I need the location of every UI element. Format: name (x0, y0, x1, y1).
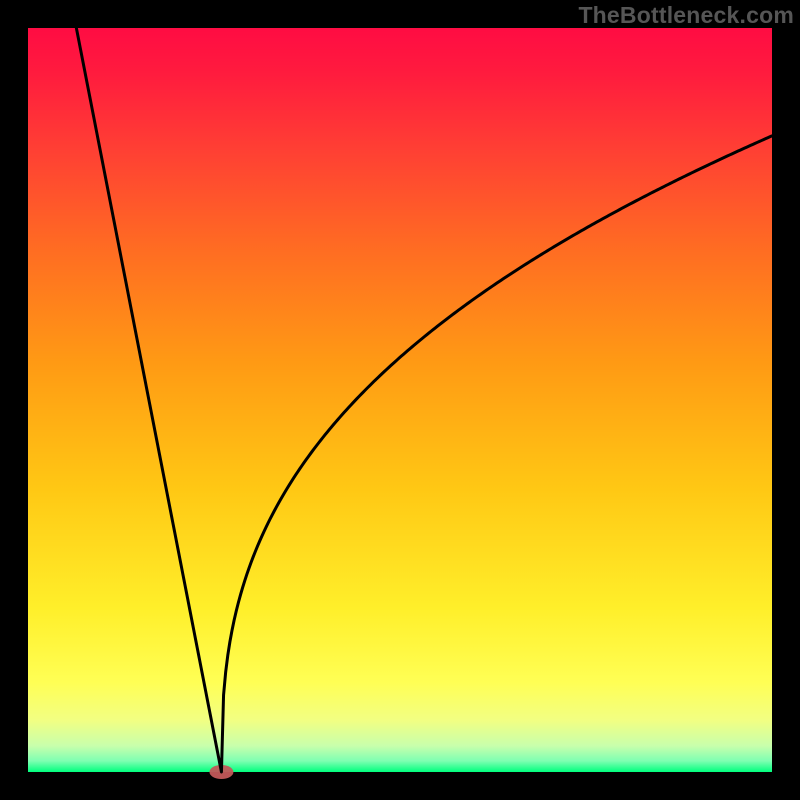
bottleneck-chart (0, 0, 800, 800)
watermark-text: TheBottleneck.com (578, 2, 794, 29)
chart-frame: TheBottleneck.com (0, 0, 800, 800)
plot-background (28, 28, 772, 772)
